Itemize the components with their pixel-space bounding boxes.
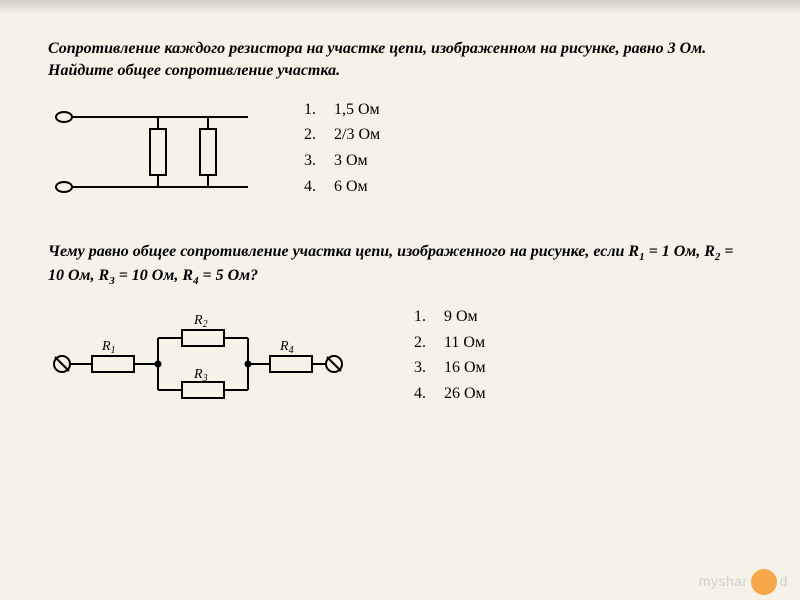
- answer-option: 4.26 Ом: [406, 381, 486, 407]
- top-shadow: [0, 0, 800, 14]
- problem2-diagram: R1 R2 R3 R4: [48, 304, 348, 414]
- problem2-text: Чему равно общее сопротивление участка ц…: [48, 241, 752, 290]
- problem1-text: Сопротивление каждого резистора на участ…: [48, 38, 752, 83]
- problem1-diagram: [48, 97, 268, 207]
- answer-option: 3.3 Ом: [296, 148, 380, 174]
- label-r1: R1: [101, 339, 116, 356]
- answer-option: 3.16 Ом: [406, 355, 486, 381]
- label-r2: R2: [193, 313, 208, 330]
- problem1-row: 1.1,5 Ом 2.2/3 Ом 3.3 Ом 4.6 Ом: [48, 97, 752, 207]
- answer-option: 1.9 Ом: [406, 304, 486, 330]
- answer-option: 4.6 Ом: [296, 174, 380, 200]
- problem2-row: R1 R2 R3 R4 1.9 Ом 2.11 Ом 3.16 Ом 4.26 …: [48, 304, 752, 414]
- problem2-text-body: Чему равно общее сопротивление участка ц…: [48, 243, 734, 285]
- label-r3: R3: [193, 367, 208, 384]
- label-r4: R4: [279, 339, 294, 356]
- watermark-logo: myshar d: [699, 568, 788, 594]
- logo-prefix: myshar: [699, 573, 748, 589]
- logo-suffix: d: [780, 573, 788, 589]
- logo-circle-icon: [751, 569, 777, 595]
- problem2-answers: 1.9 Ом 2.11 Ом 3.16 Ом 4.26 Ом: [406, 304, 486, 406]
- problem1-answers: 1.1,5 Ом 2.2/3 Ом 3.3 Ом 4.6 Ом: [296, 97, 380, 199]
- answer-option: 1.1,5 Ом: [296, 97, 380, 123]
- answer-option: 2.11 Ом: [406, 330, 486, 356]
- answer-option: 2.2/3 Ом: [296, 122, 380, 148]
- slide-content: Сопротивление каждого резистора на участ…: [0, 0, 800, 468]
